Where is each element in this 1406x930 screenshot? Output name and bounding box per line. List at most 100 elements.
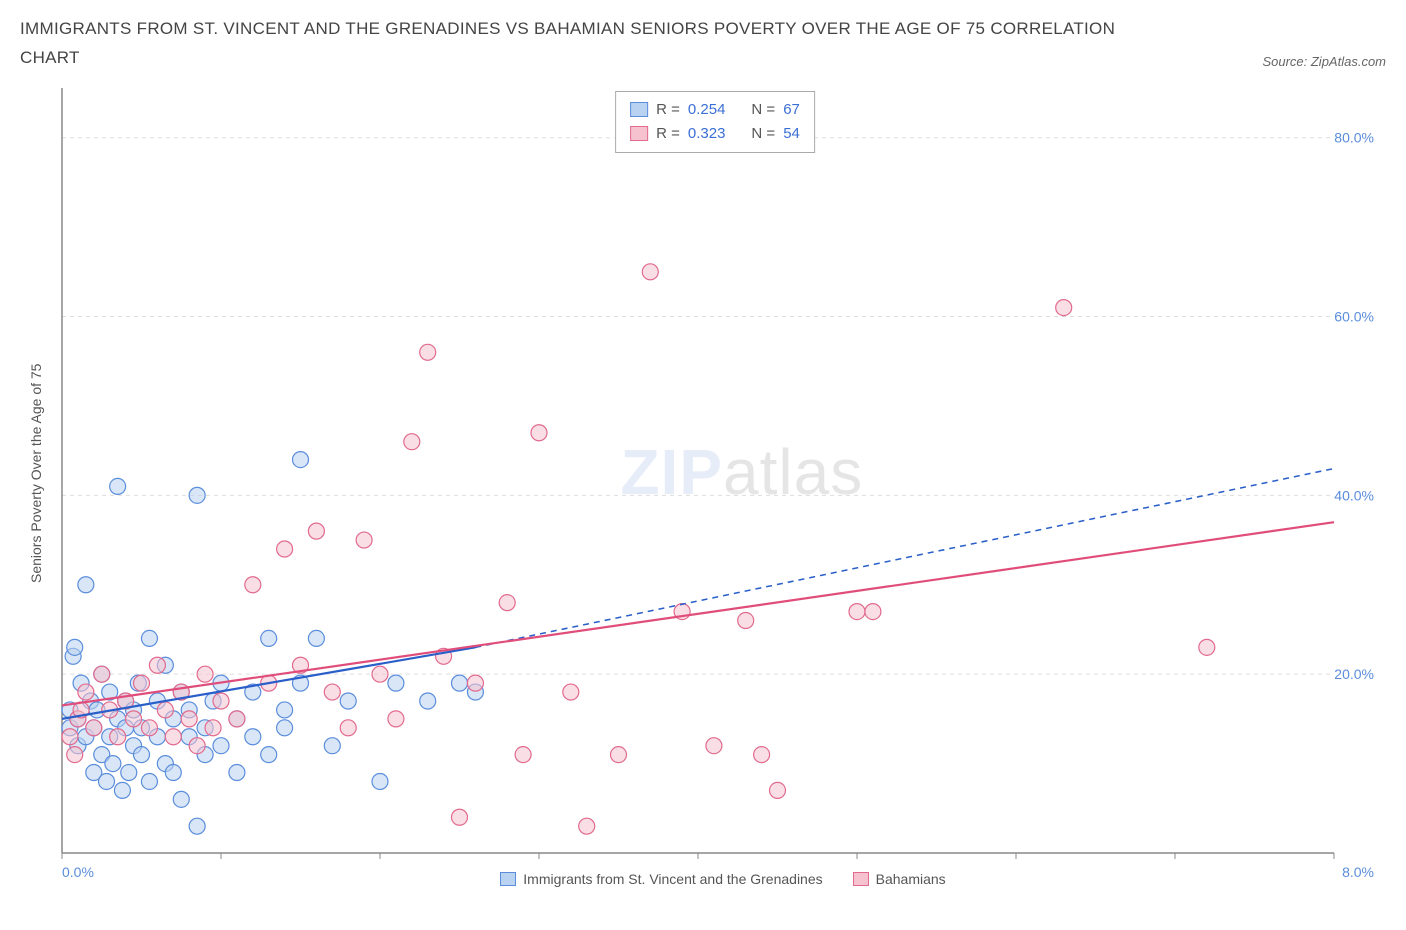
data-point — [340, 693, 356, 709]
stats-row: R = 0.323 N = 54 — [630, 122, 800, 146]
data-point — [213, 737, 229, 753]
data-point — [149, 657, 165, 673]
data-point — [308, 630, 324, 646]
data-point — [372, 773, 388, 789]
stat-r-value: 0.254 — [688, 98, 726, 122]
data-point — [197, 666, 213, 682]
data-point — [105, 755, 121, 771]
data-point — [388, 711, 404, 727]
trend-line — [62, 522, 1334, 705]
data-point — [165, 729, 181, 745]
data-point — [770, 782, 786, 798]
data-point — [324, 737, 340, 753]
data-point — [277, 541, 293, 557]
data-point — [213, 693, 229, 709]
data-point — [189, 737, 205, 753]
stat-r-label: R = — [656, 122, 680, 146]
data-point — [67, 639, 83, 655]
data-point — [229, 764, 245, 780]
scatter-chart-svg: 20.0% 40.0% 60.0% 80.0% 0.0% 8.0% — [44, 83, 1374, 893]
legend-swatch — [630, 126, 648, 141]
data-point — [245, 729, 261, 745]
data-point — [94, 666, 110, 682]
data-point — [229, 711, 245, 727]
data-point — [642, 264, 658, 280]
data-point — [141, 773, 157, 789]
legend-swatch — [630, 102, 648, 117]
data-point — [126, 711, 142, 727]
data-point — [121, 764, 137, 780]
stat-n-label: N = — [751, 98, 775, 122]
data-point — [165, 764, 181, 780]
chart-title: IMMIGRANTS FROM ST. VINCENT AND THE GREN… — [20, 15, 1140, 73]
data-point — [261, 746, 277, 762]
data-point — [110, 729, 126, 745]
data-point — [1199, 639, 1215, 655]
data-point — [141, 630, 157, 646]
data-point — [865, 603, 881, 619]
plot-area: 20.0%40.0%60.0%80.0%0.0%8.0% ZIPatlas R … — [44, 83, 1386, 893]
data-point — [611, 746, 627, 762]
correlation-stats-box: R = 0.254 N = 67R = 0.323 N = 54 — [615, 91, 815, 153]
data-point — [754, 746, 770, 762]
data-point — [189, 487, 205, 503]
data-point — [515, 746, 531, 762]
data-point — [134, 675, 150, 691]
data-point — [467, 675, 483, 691]
stats-row: R =0.254N =67 — [630, 98, 800, 122]
data-point — [261, 630, 277, 646]
data-point — [706, 737, 722, 753]
stat-n-label: N = — [751, 122, 775, 146]
data-point — [67, 746, 83, 762]
data-point — [308, 523, 324, 539]
trend-line — [62, 647, 475, 719]
y-tick-label: 40.0% — [1334, 487, 1374, 503]
data-point — [849, 603, 865, 619]
data-point — [579, 818, 595, 834]
data-point — [452, 809, 468, 825]
data-point — [205, 720, 221, 736]
data-point — [114, 782, 130, 798]
data-point — [356, 532, 372, 548]
data-point — [99, 773, 115, 789]
data-point — [404, 433, 420, 449]
data-point — [62, 729, 78, 745]
y-tick-label: 80.0% — [1334, 129, 1374, 145]
data-point — [245, 577, 261, 593]
data-point — [277, 702, 293, 718]
stat-r-value: 0.323 — [688, 122, 726, 146]
y-tick-label: 60.0% — [1334, 308, 1374, 324]
x-tick-label: 8.0% — [1342, 864, 1374, 880]
data-point — [86, 720, 102, 736]
data-point — [499, 594, 515, 610]
data-point — [141, 720, 157, 736]
data-point — [452, 675, 468, 691]
data-point — [277, 720, 293, 736]
data-point — [181, 711, 197, 727]
data-point — [372, 666, 388, 682]
y-tick-label: 20.0% — [1334, 666, 1374, 682]
data-point — [78, 577, 94, 593]
data-point — [388, 675, 404, 691]
data-point — [324, 684, 340, 700]
data-point — [1056, 299, 1072, 315]
data-point — [157, 702, 173, 718]
chart-container: Seniors Poverty Over the Age of 75 20.0%… — [20, 83, 1386, 893]
stat-n-value: 67 — [783, 98, 800, 122]
data-point — [189, 818, 205, 834]
data-point — [134, 746, 150, 762]
data-point — [420, 344, 436, 360]
data-point — [531, 425, 547, 441]
data-point — [738, 612, 754, 628]
data-point — [78, 684, 94, 700]
data-point — [173, 791, 189, 807]
data-point — [340, 720, 356, 736]
source-attribution: Source: ZipAtlas.com — [1262, 54, 1386, 73]
stat-n-value: 54 — [783, 122, 800, 146]
data-point — [420, 693, 436, 709]
y-axis-label: Seniors Poverty Over the Age of 75 — [20, 83, 44, 863]
chart-header: IMMIGRANTS FROM ST. VINCENT AND THE GREN… — [20, 15, 1386, 73]
data-point — [563, 684, 579, 700]
data-point — [110, 478, 126, 494]
x-tick-label: 0.0% — [62, 864, 94, 880]
